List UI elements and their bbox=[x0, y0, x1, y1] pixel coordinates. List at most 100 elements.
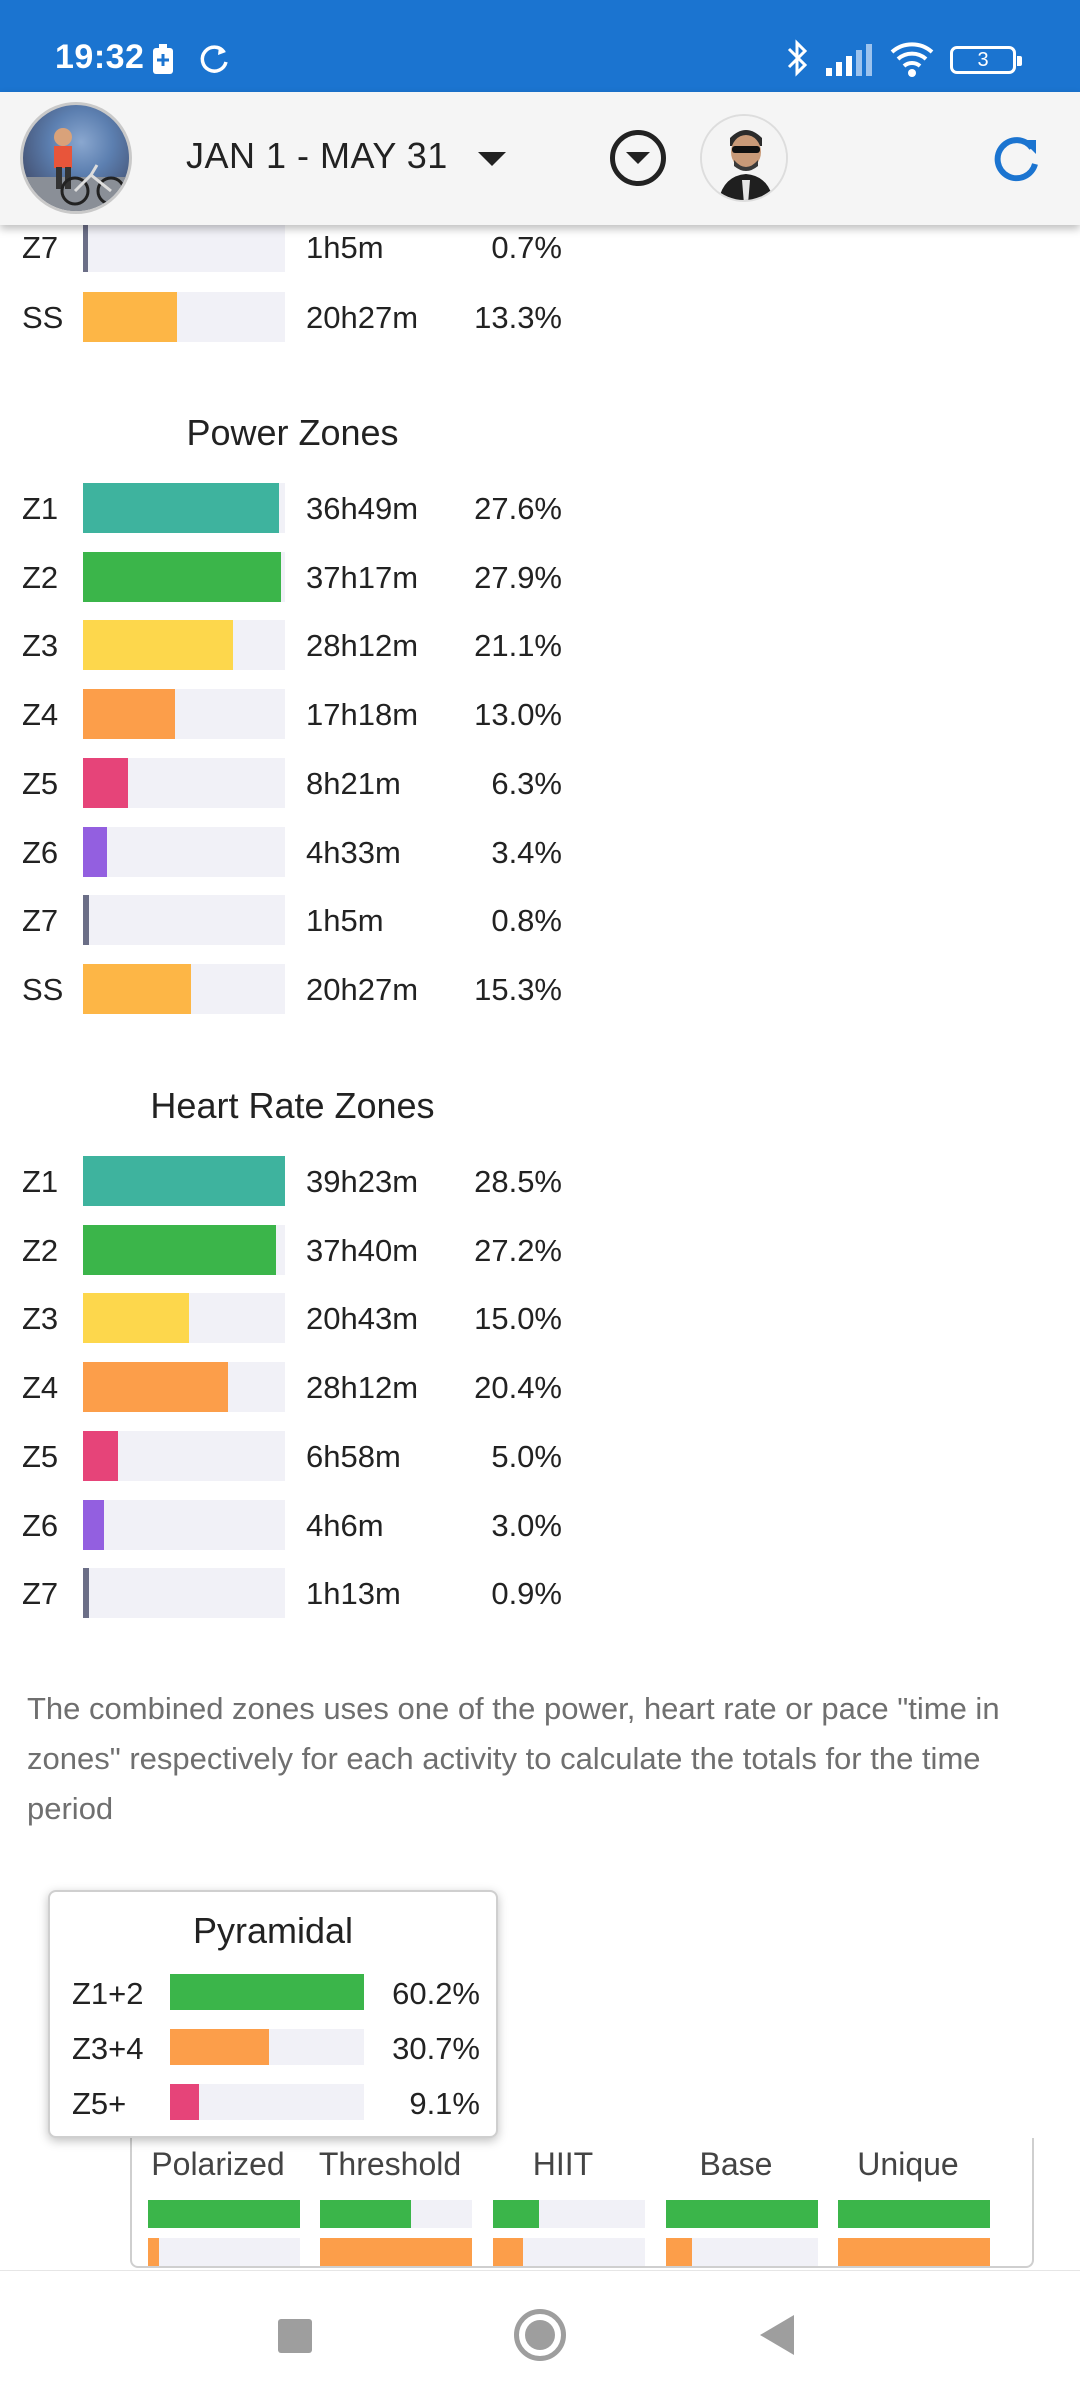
pyramidal-bar-fill bbox=[170, 1974, 364, 2010]
zone-time: 20h43m bbox=[306, 1301, 419, 1337]
zone-percent: 0.9% bbox=[491, 1576, 562, 1612]
zone-bar-track bbox=[83, 1293, 285, 1344]
zone-bar-fill bbox=[83, 551, 281, 602]
zone-time: 37h40m bbox=[306, 1232, 419, 1268]
date-range-selector[interactable]: JAN 1 - MAY 31 bbox=[186, 135, 448, 176]
zone-time: 20h27m bbox=[306, 971, 419, 1007]
zone-label: Z1 bbox=[22, 491, 59, 526]
zone-time: 6h58m bbox=[306, 1438, 401, 1474]
zone-bar-track bbox=[83, 222, 285, 272]
pyramidal-percent: 9.1% bbox=[409, 2086, 480, 2121]
zone-percent: 13.0% bbox=[474, 697, 562, 733]
zone-bar-fill bbox=[83, 963, 192, 1014]
date-range-caret-icon[interactable] bbox=[478, 152, 506, 166]
model-green-track bbox=[320, 2200, 472, 2228]
zone-bar-fill bbox=[83, 689, 176, 740]
zone-bar-track bbox=[83, 1430, 285, 1481]
user-avatar[interactable] bbox=[700, 114, 788, 202]
pyramidal-row: Z3+4 30.7% bbox=[50, 2027, 500, 2067]
zone-time: 4h6m bbox=[306, 1507, 384, 1543]
hr-zone-row-z1: Z1 39h23m 28.5% bbox=[0, 1156, 600, 1206]
pyramidal-label: Z3+4 bbox=[72, 2031, 144, 2066]
pyramidal-title: Pyramidal bbox=[192, 1910, 354, 1951]
model-orange-fill bbox=[148, 2238, 159, 2266]
zone-time: 1h5m bbox=[306, 230, 384, 265]
model-green-track bbox=[493, 2200, 645, 2228]
zone-time: 20h27m bbox=[306, 300, 419, 335]
pyramidal-bar-fill bbox=[170, 2084, 200, 2120]
battery-saver-icon bbox=[150, 44, 176, 81]
zone-time: 36h49m bbox=[306, 491, 419, 526]
zone-label: SS bbox=[22, 300, 64, 335]
hr-zone-row-z3: Z3 20h43m 15.0% bbox=[0, 1293, 600, 1344]
power-zone-row-z3: Z3 28h12m 21.1% bbox=[0, 620, 600, 671]
zone-percent: 20.4% bbox=[474, 1370, 562, 1406]
model-orange-track bbox=[493, 2238, 645, 2266]
pyramidal-percent: 30.7% bbox=[392, 2031, 480, 2066]
pyramidal-card[interactable]: Pyramidal Z1+2 60.2% Z3+4 30.7% Z5+ 9.1% bbox=[48, 1890, 498, 2138]
pyramidal-bar-track bbox=[170, 2084, 364, 2120]
wifi-icon bbox=[888, 40, 936, 83]
zone-bar-track bbox=[83, 1362, 285, 1413]
model-name: Base bbox=[699, 2146, 773, 2182]
sync-icon bbox=[197, 42, 231, 81]
model-green-track bbox=[666, 2200, 818, 2228]
zone-bar-fill bbox=[83, 1293, 190, 1344]
model-threshold[interactable]: Threshold bbox=[304, 2138, 476, 2266]
zone-bar-track bbox=[83, 1568, 285, 1619]
model-orange-track bbox=[320, 2238, 472, 2266]
combined-zones-note: The combined zones uses one of the power… bbox=[27, 1691, 1000, 1826]
zone-bar-fill bbox=[83, 1430, 119, 1481]
zone-bar-fill bbox=[83, 292, 178, 342]
app-header: JAN 1 - MAY 31 bbox=[0, 92, 1080, 225]
expand-options-icon[interactable] bbox=[610, 130, 666, 186]
pyramidal-bar-track bbox=[170, 2029, 364, 2065]
zone-time: 1h5m bbox=[306, 903, 384, 939]
pyramidal-bar-track bbox=[170, 1974, 364, 2010]
zone-bar-fill bbox=[83, 1156, 285, 1206]
zone-percent: 21.1% bbox=[474, 628, 562, 664]
user-photo-icon bbox=[702, 116, 786, 200]
home-icon[interactable] bbox=[514, 2309, 566, 2361]
model-base[interactable]: Base bbox=[650, 2138, 822, 2266]
zone-label: Z7 bbox=[22, 903, 59, 939]
zone-bar-track bbox=[83, 1156, 285, 1206]
model-polarized[interactable]: Polarized bbox=[132, 2138, 304, 2266]
battery-icon: 3 bbox=[950, 46, 1022, 74]
model-hiit[interactable]: HIIT bbox=[477, 2138, 649, 2266]
zone-percent: 3.0% bbox=[491, 1507, 562, 1543]
zone-percent: 28.5% bbox=[474, 1164, 562, 1199]
hr-zone-row-z2: Z2 37h40m 27.2% bbox=[0, 1224, 600, 1275]
zone-bar-track bbox=[83, 551, 285, 602]
zone-bar-fill bbox=[83, 1568, 90, 1619]
zone-bar-fill bbox=[83, 222, 88, 272]
zone-bar-fill bbox=[83, 895, 89, 946]
model-green-fill bbox=[666, 2200, 818, 2228]
zone-bar-fill bbox=[83, 620, 233, 671]
athlete-avatar[interactable] bbox=[20, 102, 132, 214]
zone-percent: 6.3% bbox=[491, 765, 562, 801]
model-green-fill bbox=[320, 2200, 412, 2228]
recent-apps-icon[interactable] bbox=[278, 2319, 312, 2353]
zone-percent: 15.3% bbox=[474, 971, 562, 1007]
power-zone-row-z7: Z7 1h5m 0.8% bbox=[0, 895, 600, 946]
model-green-fill bbox=[838, 2200, 990, 2228]
hr-zone-row-z5: Z5 6h58m 5.0% bbox=[0, 1430, 600, 1481]
power-zone-row-z4: Z4 17h18m 13.0% bbox=[0, 689, 600, 740]
back-icon[interactable] bbox=[760, 2315, 794, 2355]
zone-label: Z4 bbox=[22, 1370, 59, 1406]
zone-percent: 15.0% bbox=[474, 1301, 562, 1337]
model-name: Unique bbox=[857, 2146, 959, 2182]
model-green-fill bbox=[493, 2200, 539, 2228]
model-orange-fill bbox=[320, 2238, 472, 2266]
refresh-icon[interactable] bbox=[988, 132, 1044, 188]
model-green-fill bbox=[148, 2200, 300, 2228]
model-unique[interactable]: Unique bbox=[822, 2138, 994, 2266]
athlete-photo-icon bbox=[23, 128, 129, 211]
status-time: 19:32 bbox=[55, 38, 145, 76]
combined-zone-row-ss: SS 20h27m 13.3% bbox=[0, 292, 600, 342]
power-zones-title: Power Zones bbox=[186, 412, 399, 453]
model-name: HIIT bbox=[532, 2146, 594, 2182]
model-green-track bbox=[838, 2200, 990, 2228]
zone-percent: 0.7% bbox=[491, 230, 562, 265]
